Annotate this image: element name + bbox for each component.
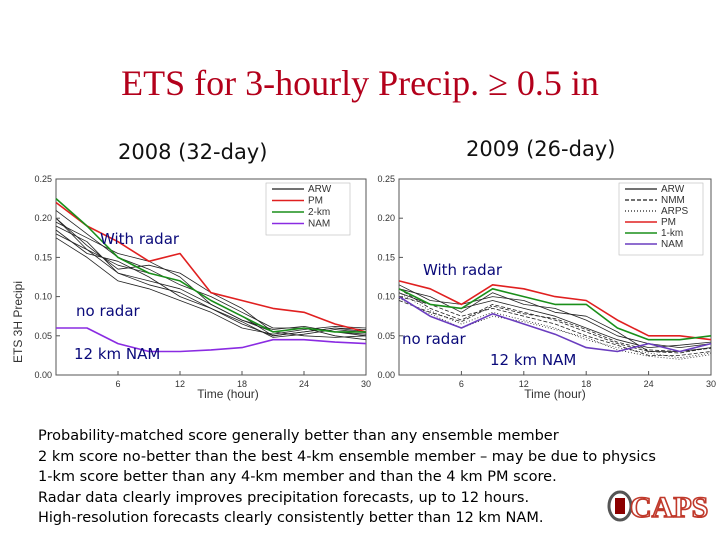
chart-2009-y-tick-label: 0.15 — [377, 252, 395, 262]
chart-2008-legend-label: PM — [308, 196, 323, 207]
chart-2009-legend-label: PM — [661, 217, 676, 228]
with-radar-label-2009: With radar — [423, 261, 503, 279]
chart-2008-x-tick-label: 6 — [115, 379, 120, 389]
chart-2008-y-tick-label: 0.00 — [34, 370, 52, 380]
chart-2008-y-axis-label: ETS 3H Precipi — [11, 281, 25, 363]
chart-2009-legend-label: NMM — [661, 195, 685, 206]
slide-title: ETS for 3-hourly Precip. ≥ 0.5 in — [121, 63, 599, 103]
chart-2009-series-nmm-1 — [398, 288, 712, 354]
chart-2009-x-tick-label: 12 — [519, 379, 529, 389]
chart-2008-series-nam — [56, 327, 367, 353]
chart-2009-x-tick-label: 24 — [644, 379, 654, 389]
chart-2009-legend-label: ARW — [661, 184, 685, 195]
finding-item: Probability-matched score generally bett… — [38, 428, 559, 444]
chart-2009-y-tick-label: 0.10 — [377, 292, 395, 302]
chart-2008-legend-box — [265, 182, 351, 236]
chart-2008-series-arw-8 — [55, 233, 367, 338]
chart-2008-x-tick-label: 24 — [299, 379, 309, 389]
chart-2008-series-arw-7 — [55, 221, 367, 335]
chart-2009-series-pm — [398, 280, 712, 341]
caps-logo-block-icon — [615, 498, 625, 514]
caps-logo: CAPS — [607, 490, 709, 525]
chart-2008-x-tick-label: 30 — [361, 379, 371, 389]
chart-2009-y-tick-label: 0.20 — [377, 213, 395, 223]
chart-2008-y-tick-label: 0.05 — [34, 331, 52, 341]
chart-2009-legend-box — [618, 182, 704, 256]
chart-2009-series-nam — [398, 295, 712, 353]
chart-2008-x-tick-label: 18 — [237, 379, 247, 389]
finding-item: 2 km score no-better than the best 4-km … — [38, 448, 656, 465]
no-radar-label-2008: no radar — [76, 302, 140, 320]
chart-2009-legend-label: 1-km — [661, 228, 683, 239]
chart-2008-legend-label: ARW — [308, 184, 332, 195]
chart-2008-series-2-km — [55, 198, 366, 333]
chart-2008-legend-label: 2-km — [308, 207, 330, 218]
finding-item: Radar data clearly improves precipitatio… — [38, 489, 530, 506]
chart-2008-x-axis-label: Time (hour) — [197, 387, 259, 401]
chart-2008-y-tick-label: 0.15 — [34, 252, 52, 262]
nam-label-2008: 12 km NAM — [74, 345, 161, 363]
chart-2009-legend-label: NAM — [661, 239, 683, 250]
chart-2009-y-tick-label: 0.05 — [377, 331, 395, 341]
chart-2008-y-tick-label: 0.10 — [34, 292, 52, 302]
finding-item: High-resolution forecasts clearly consis… — [38, 510, 544, 526]
left-period-label: 2008 (32-day) — [118, 140, 268, 164]
chart-2009-x-tick-label: 6 — [459, 379, 464, 389]
chart-2009-series-nmm-2 — [398, 296, 712, 356]
chart-2009-x-tick-label: 18 — [581, 379, 591, 389]
no-radar-label-2009: no radar — [402, 330, 466, 348]
nam-label-2009: 12 km NAM — [490, 351, 577, 369]
chart-2009-series-nmm-3 — [398, 300, 712, 352]
with-radar-label-2008: With radar — [100, 230, 180, 248]
caps-logo-text: CAPS — [630, 491, 708, 524]
chart-2009: 0.00 0.05 0.10 0.15 0.20 0.25 6 12 18 24 30 ARWNMM… — [377, 174, 716, 401]
chart-2009-y-tick-label: 0.25 — [377, 174, 395, 184]
chart-2008: 0.00 0.05 0.10 0.15 0.20 0.25 6 12 18 24 30 ARWPM2… — [11, 174, 371, 401]
chart-2008-x-tick-label: 12 — [175, 379, 185, 389]
chart-2009-x-tick-label: 30 — [706, 379, 716, 389]
chart-2009-series-1-km — [398, 288, 712, 341]
caps-logo-ring-icon — [607, 490, 633, 522]
chart-2008-y-tick-label: 0.20 — [34, 213, 52, 223]
findings-list: Probability-matched score generally bett… — [38, 426, 656, 529]
finding-item: 1-km score better than any 4-km member a… — [38, 469, 557, 485]
chart-2009-y-tick-label: 0.00 — [377, 370, 395, 380]
chart-2009-series-arw-2 — [398, 284, 712, 352]
chart-2008-y-tick-label: 0.25 — [34, 174, 52, 184]
chart-2009-legend-label: ARPS — [661, 206, 689, 217]
chart-2008-legend-label: NAM — [308, 219, 330, 230]
right-period-label: 2009 (26-day) — [466, 137, 616, 161]
chart-2009-x-axis-label: Time (hour) — [524, 387, 586, 401]
chart-2008-series-pm — [55, 201, 367, 333]
